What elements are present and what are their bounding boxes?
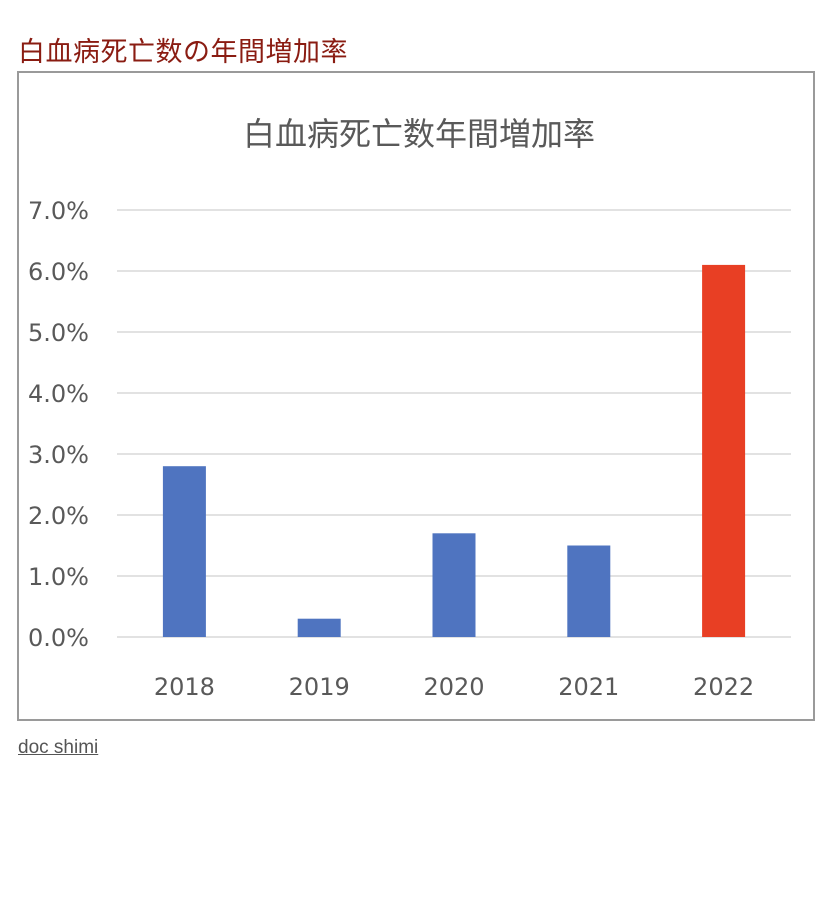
y-tick-label-2: 2.0% [28,502,89,530]
y-tick-label-1: 1.0% [28,563,89,591]
x-tick-label-2019: 2019 [289,673,350,701]
x-axis-ticks: 2018 2019 2020 2021 2022 [154,673,754,701]
x-tick-label-2020: 2020 [423,673,484,701]
bar-2020 [432,533,476,637]
x-tick-label-2022: 2022 [693,673,754,701]
bar-2022 [702,264,746,637]
bar-2019 [297,618,341,637]
gridlines [117,209,791,638]
y-tick-label-0: 0.0% [28,624,89,652]
credit-link[interactable]: doc shimi [18,737,99,758]
y-tick-label-7: 7.0% [28,197,89,225]
bars [162,264,746,637]
y-tick-label-4: 4.0% [28,380,89,408]
bar-chart: 白血病死亡数年間増加率 0.0% 1.0% 2.0% 3.0% 4.0% 5.0% 6.0%… [28,115,791,701]
chart-title: 白血病死亡数年間増加率 [243,115,595,153]
x-tick-label-2018: 2018 [154,673,215,701]
y-tick-label-6: 6.0% [28,258,89,286]
y-tick-label-3: 3.0% [28,441,89,469]
y-tick-label-5: 5.0% [28,319,89,347]
page-heading: 白血病死亡数の年間増加率 [18,37,348,68]
x-tick-label-2021: 2021 [558,673,619,701]
bar-2018 [162,466,206,637]
bar-2021 [567,545,611,637]
chart-frame: 白血病死亡数年間増加率 0.0% 1.0% 2.0% 3.0% 4.0% 5.0% 6.0%… [17,71,815,721]
y-axis-ticks: 0.0% 1.0% 2.0% 3.0% 4.0% 5.0% 6.0% 7.0% [28,197,89,652]
